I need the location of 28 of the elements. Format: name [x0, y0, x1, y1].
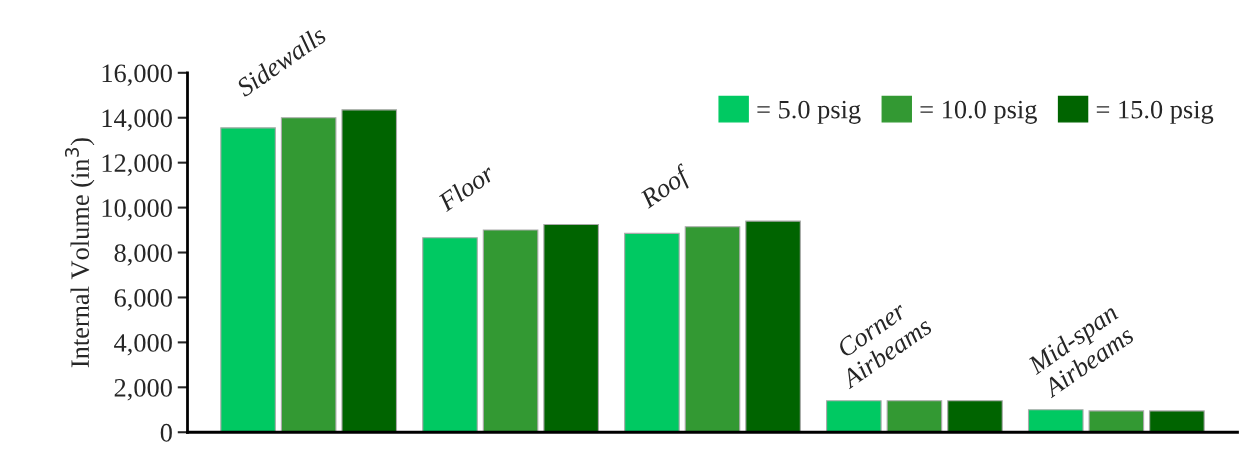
bar: [684, 226, 741, 433]
y-tick-label: 10,000: [102, 199, 172, 221]
legend-label: = 15.0 psig: [1096, 100, 1214, 124]
legend-label: = 5.0 psig: [757, 100, 861, 124]
y-axis-title: Internal Volume (in$^{3}$): [64, 138, 95, 368]
bar: [1149, 410, 1205, 433]
bar: [341, 109, 398, 433]
bar: [543, 223, 599, 433]
bar: [624, 232, 680, 433]
y-tick-label: 6,000: [114, 289, 172, 311]
bar: [826, 400, 882, 433]
bar: [1027, 409, 1084, 433]
bar: [280, 117, 337, 433]
y-tick-label: 2,000: [114, 378, 172, 401]
bar: [886, 400, 943, 433]
y-tick-label: 0: [160, 423, 172, 442]
y-tick-label: 16,000: [102, 64, 172, 87]
y-tick-label: 12,000: [102, 154, 172, 176]
y-tick-label: 14,000: [102, 109, 172, 131]
bar: [745, 220, 801, 433]
y-tick-label: 8,000: [114, 244, 172, 266]
y-tick-label: 4,000: [114, 333, 172, 356]
bar: [1088, 410, 1145, 433]
legend-label: = 10.0 psig: [920, 100, 1037, 124]
bar: [947, 400, 1003, 433]
bar: [220, 127, 276, 433]
bar: [422, 237, 478, 433]
bar: [482, 229, 539, 433]
